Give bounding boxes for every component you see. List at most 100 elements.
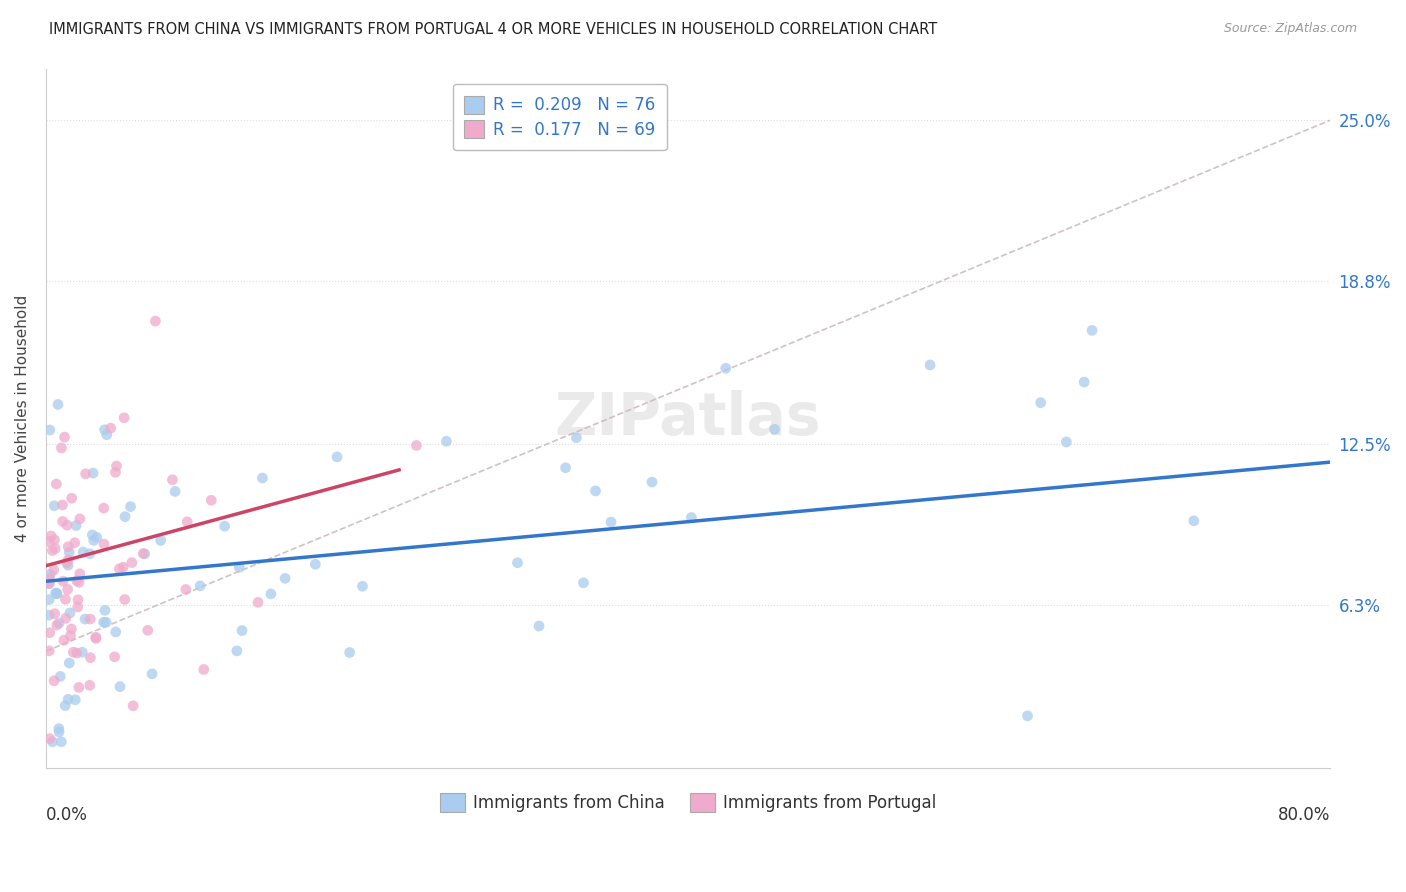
Point [38, 576, 60, 591]
Point [55, 592, 77, 607]
Point [39, 567, 62, 582]
Point [585, 483, 607, 498]
Point [112, 410, 135, 425]
Point [1182, 514, 1205, 528]
Point [75, 612, 97, 626]
Point [62, 645, 84, 659]
Point [93, 615, 115, 630]
Point [41, 735, 63, 749]
Point [165, 484, 187, 499]
Point [132, 547, 155, 561]
Point [84, 632, 107, 646]
Point [45, 586, 67, 600]
Point [59, 629, 82, 643]
Point [55, 611, 77, 625]
Point [114, 509, 136, 524]
Point [56, 540, 79, 554]
Point [51, 498, 73, 512]
Point [339, 646, 361, 660]
Point [53, 430, 76, 444]
Point [93, 423, 115, 437]
Text: IMMIGRANTS FROM CHINA VS IMMIGRANTS FROM PORTUGAL 4 OR MORE VEHICLES IN HOUSEHOL: IMMIGRANTS FROM CHINA VS IMMIGRANTS FROM… [49, 22, 938, 37]
Point [260, 587, 283, 601]
Point [763, 422, 786, 436]
Point [51, 735, 73, 749]
Point [48, 616, 70, 631]
Point [1081, 323, 1104, 337]
Point [58, 545, 80, 559]
Point [44, 607, 66, 621]
Point [69, 566, 91, 581]
Point [53, 698, 76, 713]
Point [55, 556, 77, 570]
Legend: Immigrants from China, Immigrants from Portugal: Immigrants from China, Immigrants from P… [433, 787, 943, 819]
Point [83, 533, 105, 548]
Point [108, 680, 131, 694]
Point [52, 515, 75, 529]
Point [45, 618, 67, 632]
Point [141, 666, 163, 681]
Point [274, 571, 297, 585]
Point [200, 493, 222, 508]
Point [65, 693, 87, 707]
Point [48, 722, 70, 736]
Point [38, 608, 60, 623]
Point [39, 529, 62, 543]
Point [1029, 395, 1052, 409]
Point [60, 622, 83, 636]
Point [434, 434, 457, 449]
Point [714, 361, 737, 376]
Point [48, 725, 70, 739]
Text: ZIPatlas: ZIPatlas [555, 390, 821, 447]
Point [641, 475, 664, 489]
Point [38, 576, 60, 591]
Point [145, 314, 167, 328]
Point [225, 644, 247, 658]
Point [60, 491, 83, 506]
Point [176, 515, 198, 529]
Point [58, 656, 80, 670]
Point [1054, 434, 1077, 449]
Point [136, 624, 159, 638]
Point [214, 519, 236, 533]
Point [100, 421, 122, 435]
Point [51, 441, 73, 455]
Point [326, 450, 349, 464]
Point [82, 466, 104, 480]
Point [93, 501, 115, 516]
Point [82, 528, 104, 542]
Point [405, 438, 427, 452]
Point [1017, 709, 1039, 723]
Point [58, 553, 80, 567]
Point [104, 624, 127, 639]
Point [94, 615, 117, 630]
Point [79, 612, 101, 626]
Point [66, 599, 89, 614]
Point [120, 500, 142, 514]
Point [162, 473, 184, 487]
Point [38, 534, 60, 549]
Point [506, 556, 529, 570]
Point [84, 630, 107, 644]
Point [681, 510, 703, 524]
Point [66, 646, 89, 660]
Point [247, 595, 270, 609]
Point [56, 558, 79, 573]
Point [75, 467, 97, 481]
Point [59, 606, 82, 620]
Point [67, 575, 90, 590]
Point [45, 477, 67, 491]
Point [1073, 375, 1095, 389]
Point [52, 633, 75, 648]
Point [572, 575, 595, 590]
Point [104, 465, 127, 479]
Point [38, 423, 60, 437]
Point [38, 644, 60, 658]
Point [122, 698, 145, 713]
Point [104, 649, 127, 664]
Point [600, 515, 623, 529]
Point [72, 545, 94, 559]
Point [45, 587, 67, 601]
Point [42, 673, 65, 688]
Point [69, 512, 91, 526]
